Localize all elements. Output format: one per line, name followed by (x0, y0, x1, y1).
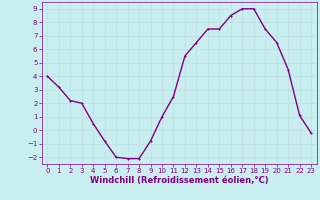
X-axis label: Windchill (Refroidissement éolien,°C): Windchill (Refroidissement éolien,°C) (90, 176, 268, 185)
